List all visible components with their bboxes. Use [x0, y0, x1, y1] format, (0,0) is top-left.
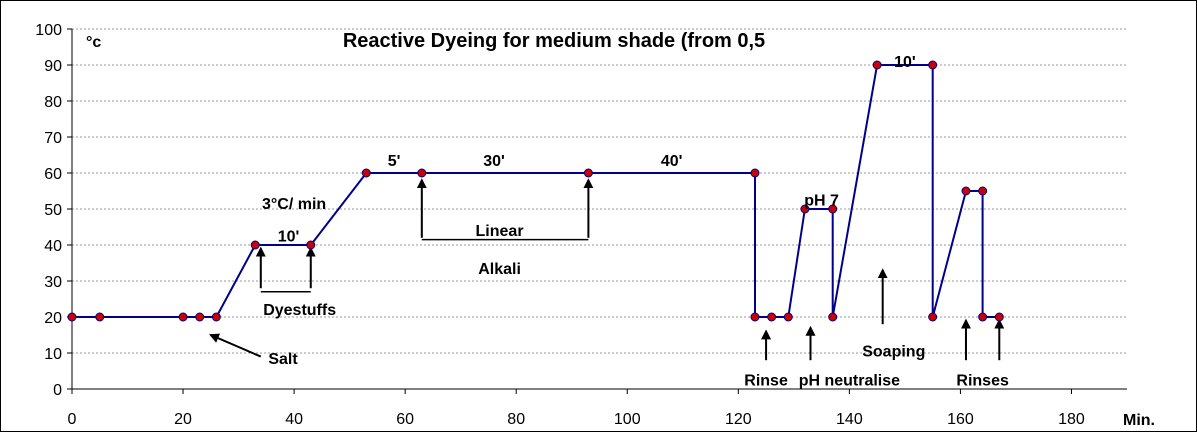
y-tick-label: 40: [44, 238, 62, 255]
data-point: [767, 312, 777, 322]
x-tick-label: 40: [285, 411, 303, 428]
annotation-label: 3°C/ min: [262, 196, 326, 213]
data-point: [306, 240, 316, 250]
annotation-arrow: [208, 333, 262, 358]
data-point: [361, 168, 371, 178]
chart-title: Reactive Dyeing for medium shade (from 0…: [343, 30, 765, 52]
axes: 0 10 20 30 40 50 60 70 80 90 100 0 20 40 60 80 100 120 140…: [35, 22, 1127, 428]
annotation-label: 30': [483, 153, 505, 170]
data-point: [211, 312, 221, 322]
data-point: [417, 168, 427, 178]
annotation-label: Dyestuffs: [263, 302, 336, 319]
data-point: [978, 186, 988, 196]
x-tick-label: 160: [947, 411, 974, 428]
annotation-label: Soaping: [862, 344, 925, 361]
annotation-label: Alkali: [478, 261, 521, 278]
data-point: [872, 60, 882, 70]
y-tick-label: 90: [44, 58, 62, 75]
annotation-label: 10': [894, 54, 916, 71]
annotation-label: 10': [278, 228, 300, 245]
annotation-labels: 3°C/ min 10' Dyestuffs Salt 5' 30' 40' Linear Al…: [262, 54, 1009, 390]
data-point: [250, 240, 260, 250]
annotation-label: 40': [661, 153, 683, 170]
data-point: [583, 168, 593, 178]
annotation-label: pH neutralise: [799, 372, 900, 389]
annotation-label: 5': [388, 153, 401, 170]
x-tick-label: 0: [68, 411, 77, 428]
y-tick-label: 100: [35, 22, 62, 39]
data-point: [961, 186, 971, 196]
x-tick-label: 120: [725, 411, 752, 428]
y-tick-label: 70: [44, 130, 62, 147]
data-point: [800, 204, 810, 214]
x-axis-unit-label: Min.: [1123, 412, 1155, 429]
data-point: [178, 312, 188, 322]
x-tick-label: 80: [507, 411, 525, 428]
y-tick-label: 60: [44, 166, 62, 183]
annotation-lines: [208, 178, 1005, 361]
data-point: [928, 60, 938, 70]
y-axis-unit-label: °c: [86, 34, 101, 51]
annotation-label: Rinses: [956, 372, 1009, 389]
data-point: [750, 312, 760, 322]
annotation-label: Rinse: [744, 372, 788, 389]
data-point: [67, 312, 77, 322]
y-tick-label: 10: [44, 346, 62, 363]
x-tick-label: 20: [174, 411, 192, 428]
data-point: [978, 312, 988, 322]
data-point: [994, 312, 1004, 322]
x-tick-label: 140: [836, 411, 863, 428]
data-point: [750, 168, 760, 178]
y-tick-label: 0: [53, 382, 62, 399]
x-tick-label: 100: [614, 411, 641, 428]
y-tick-label: 80: [44, 94, 62, 111]
data-point: [195, 312, 205, 322]
data-point: [783, 312, 793, 322]
data-point: [828, 312, 838, 322]
y-tick-label: 20: [44, 310, 62, 327]
x-tick-label: 60: [396, 411, 414, 428]
annotation-label: Salt: [268, 351, 298, 368]
annotation-label: Linear: [476, 223, 524, 240]
data-point: [828, 204, 838, 214]
y-tick-label: 30: [44, 274, 62, 291]
data-point: [928, 312, 938, 322]
x-tick-label: 180: [1058, 411, 1085, 428]
annotation-label: pH 7: [804, 192, 839, 209]
y-tick-label: 50: [44, 202, 62, 219]
data-point: [95, 312, 105, 322]
data-markers: [67, 60, 1004, 322]
